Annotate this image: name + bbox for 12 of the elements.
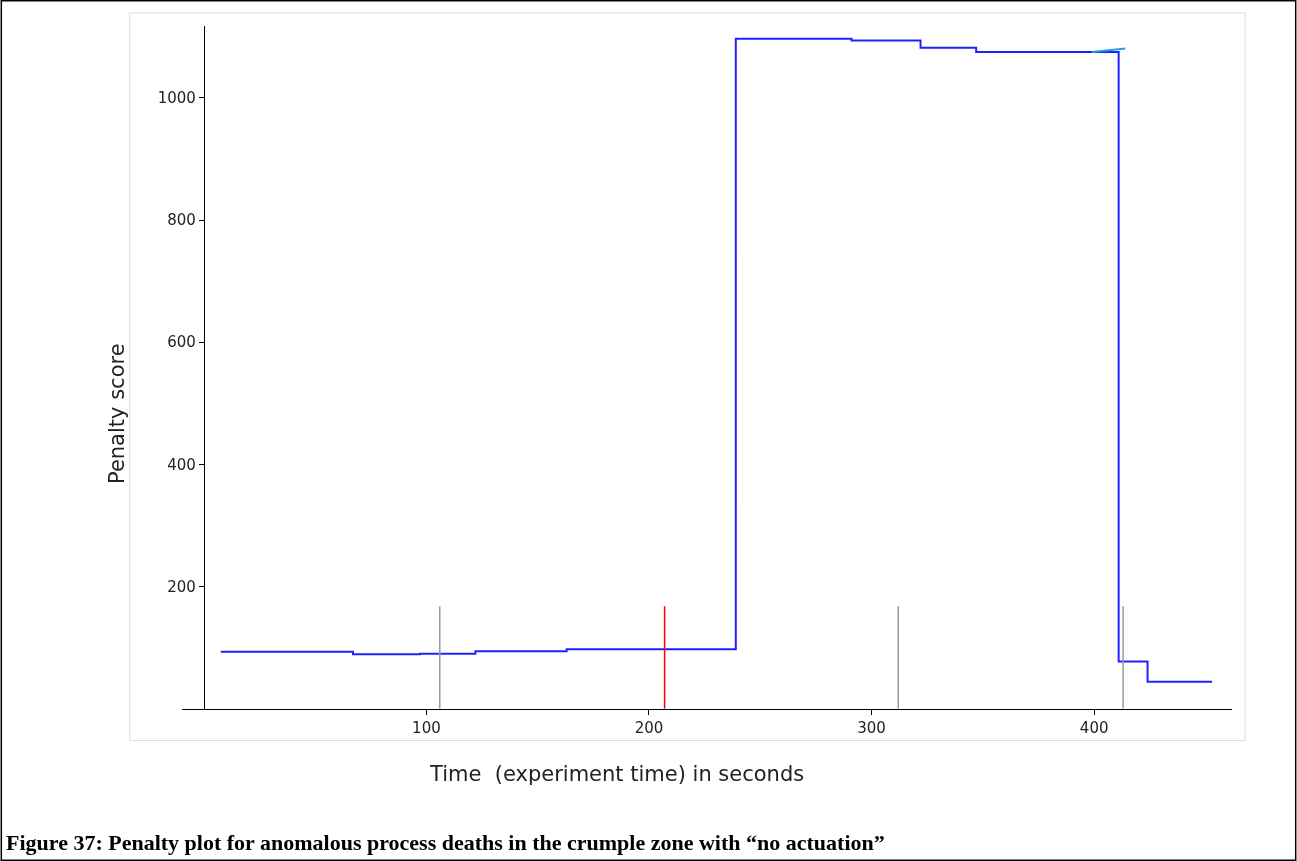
y-tick-label: 600 xyxy=(167,333,196,352)
x-tick-label: 300 xyxy=(857,718,886,737)
y-tick-label: 1000 xyxy=(157,89,196,108)
y-axis-title: Penalty score xyxy=(105,343,130,485)
y-tick-label: 400 xyxy=(167,455,196,474)
x-axis-title: Time (experiment time) in seconds xyxy=(429,762,805,786)
x-tick-label: 200 xyxy=(634,718,664,737)
y-tick-label: 800 xyxy=(167,211,196,230)
x-tick-label: 100 xyxy=(412,718,441,737)
caption: Figure 37: Penalty plot for anomalous process deaths in the crumple zone with “no actuation” xyxy=(6,830,885,855)
x-tick-label: 400 xyxy=(1079,718,1109,737)
y-tick-label: 200 xyxy=(167,577,196,596)
